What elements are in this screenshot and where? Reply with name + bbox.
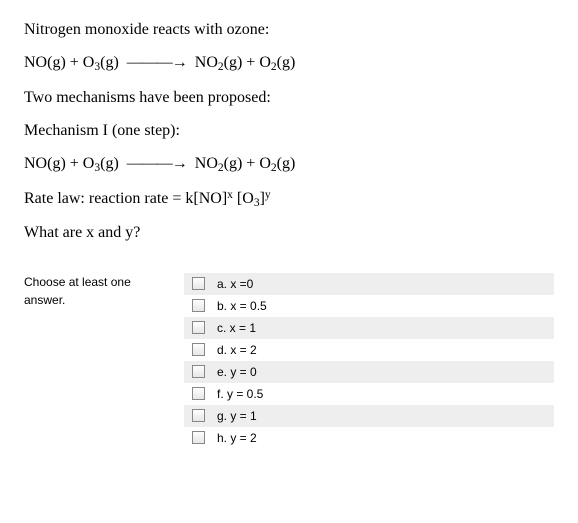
- eq-text: NO: [195, 54, 218, 71]
- option-label: a. x =0: [217, 277, 253, 291]
- eq-text: NO: [195, 155, 218, 172]
- eq-sup: y: [265, 189, 271, 201]
- answer-prompt-line: Choose at least one: [24, 275, 131, 289]
- option-label: c. x = 1: [217, 321, 256, 335]
- rate-law: Rate law: reaction rate = k[NO]x [O3]y: [24, 187, 554, 212]
- option-label: e. y = 0: [217, 365, 257, 379]
- eq-text: (g) + O: [224, 155, 271, 172]
- option-label: g. y = 1: [217, 409, 257, 423]
- checkbox[interactable]: [192, 299, 205, 312]
- question-line: Nitrogen monoxide reacts with ozone:: [24, 18, 554, 41]
- eq-text: (g): [277, 54, 296, 71]
- equation-mechanism: NO(g) + O3(g) ———→ NO2(g) + O2(g): [24, 152, 554, 177]
- option-label: d. x = 2: [217, 343, 257, 357]
- arrow-icon: ———→: [127, 51, 187, 74]
- eq-text: NO(g) + O: [24, 54, 94, 71]
- checkbox[interactable]: [192, 343, 205, 356]
- eq-text: (g): [100, 54, 119, 71]
- option-label: h. y = 2: [217, 431, 257, 445]
- question-block: Nitrogen monoxide reacts with ozone: NO(…: [24, 18, 554, 245]
- option-row: d. x = 2: [184, 339, 554, 361]
- checkbox[interactable]: [192, 387, 205, 400]
- option-row: f. y = 0.5: [184, 383, 554, 405]
- checkbox[interactable]: [192, 365, 205, 378]
- eq-text: Rate law: reaction rate = k[NO]: [24, 190, 227, 207]
- question-line: Mechanism I (one step):: [24, 119, 554, 142]
- checkbox[interactable]: [192, 409, 205, 422]
- eq-text: (g) + O: [224, 54, 271, 71]
- answer-prompt: Choose at least one answer.: [24, 273, 172, 449]
- answer-prompt-line: answer.: [24, 293, 65, 307]
- arrow-icon: ———→: [127, 152, 187, 175]
- checkbox[interactable]: [192, 277, 205, 290]
- option-label: b. x = 0.5: [217, 299, 267, 313]
- option-row: c. x = 1: [184, 317, 554, 339]
- eq-text: (g): [100, 155, 119, 172]
- option-row: g. y = 1: [184, 405, 554, 427]
- checkbox[interactable]: [192, 321, 205, 334]
- answer-section: Choose at least one answer. a. x =0 b. x…: [24, 273, 554, 449]
- equation-overall: NO(g) + O3(g) ———→ NO2(g) + O2(g): [24, 51, 554, 76]
- option-row: a. x =0: [184, 273, 554, 295]
- option-row: b. x = 0.5: [184, 295, 554, 317]
- options-list: a. x =0 b. x = 0.5 c. x = 1 d. x = 2 e. …: [184, 273, 554, 449]
- question-line: What are x and y?: [24, 221, 554, 244]
- option-row: h. y = 2: [184, 427, 554, 449]
- eq-text: [O: [233, 190, 254, 207]
- eq-text: (g): [277, 155, 296, 172]
- option-row: e. y = 0: [184, 361, 554, 383]
- checkbox[interactable]: [192, 431, 205, 444]
- eq-text: NO(g) + O: [24, 155, 94, 172]
- question-line: Two mechanisms have been proposed:: [24, 86, 554, 109]
- option-label: f. y = 0.5: [217, 387, 263, 401]
